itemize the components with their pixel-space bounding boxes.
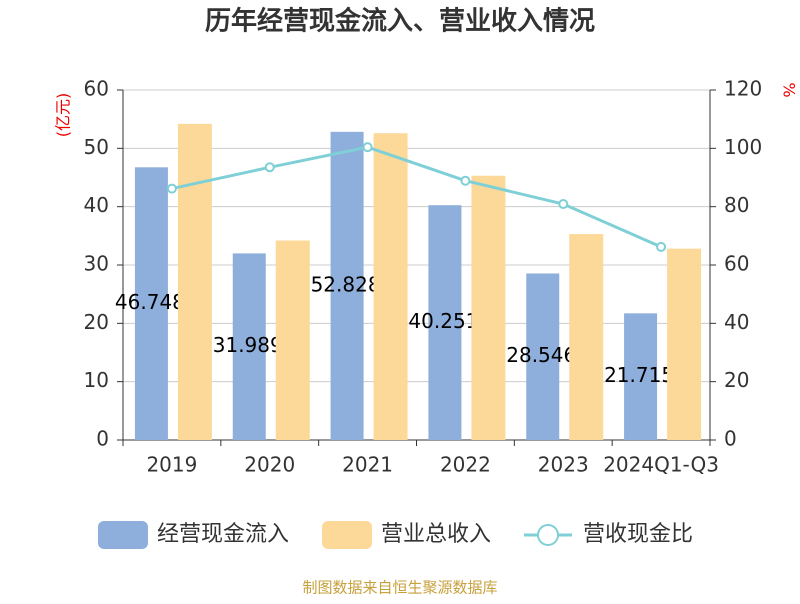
bar [471,175,506,440]
bar [569,234,604,440]
y2-tick-label: 0 [724,427,737,451]
bar [373,133,408,440]
line-marker [362,142,373,153]
y2-tick-label: 40 [724,310,749,334]
x-tick-label: 2023 [538,453,589,477]
data-label: 21.715 [604,363,674,387]
data-label: 40.251 [408,309,478,333]
line [171,145,662,249]
y-tick-label: 10 [84,368,109,392]
legend-swatch [98,521,148,549]
bar [526,273,560,440]
y2-tick-label: 60 [724,252,749,276]
legend-label: 营业总收入 [381,522,491,547]
source: 制图数据来自恒生聚源数据库 [302,579,497,597]
y2-tick-label: 80 [724,193,749,217]
legend-marker [537,524,559,546]
x-tick-label: 2022 [440,453,491,477]
y-tick-label: 40 [84,193,109,217]
x-tick-label: 2021 [342,453,393,477]
x-tick-label: 2024Q1-Q3 [603,453,719,477]
y2-axis-label: % [780,82,799,97]
data-label: 46.748 [115,290,185,314]
bar [134,167,168,440]
x-tick-label: 2019 [146,453,197,477]
y-tick-label: 0 [96,427,109,451]
y2-tick-label: 20 [724,368,749,392]
y-tick-label: 30 [84,252,109,276]
line-marker [460,175,471,186]
chart-title: 历年经营现金流入、营业收入情况 [205,6,595,37]
bar [667,248,702,440]
data-label: 31.989 [213,333,283,357]
x-tick-label: 2020 [244,453,295,477]
line-marker [166,183,177,194]
legend-swatch [322,521,372,549]
legend-label: 经营现金流入 [157,522,289,547]
y-axis-label: (亿元) [54,93,73,138]
bar [232,253,266,440]
line-marker [558,199,569,210]
y-tick-label: 50 [84,135,109,159]
bar [177,123,212,440]
bar [275,240,310,440]
line-marker [656,241,667,252]
data-label: 52.828 [311,272,381,296]
legend-label: 营收现金比 [583,522,693,547]
y-tick-label: 20 [84,310,109,334]
bar [428,205,462,440]
bar [330,131,364,440]
y-tick-label: 60 [84,77,109,101]
data-label: 28.546 [506,343,576,367]
line-marker [264,162,275,173]
bar [624,313,658,440]
y2-tick-label: 120 [724,77,762,101]
y2-tick-label: 100 [724,135,762,159]
